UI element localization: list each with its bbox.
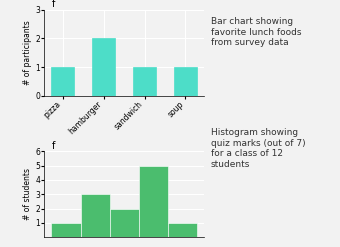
Bar [109,208,139,237]
Text: Histogram showing
quiz marks (out of 7)
for a class of 12
students: Histogram showing quiz marks (out of 7) … [211,128,305,169]
Bar [51,67,74,96]
Bar [168,223,197,237]
Text: Bar chart showing
favorite lunch foods
from survey data: Bar chart showing favorite lunch foods f… [211,17,301,47]
Y-axis label: # of students: # of students [23,168,32,220]
Y-axis label: # of participants: # of participants [23,21,32,85]
Bar [51,223,81,237]
Text: f: f [52,0,55,9]
Text: f: f [52,141,55,150]
Bar [139,166,168,237]
Bar [174,67,197,96]
Bar [92,39,115,96]
Bar [133,67,156,96]
Bar [81,194,109,237]
